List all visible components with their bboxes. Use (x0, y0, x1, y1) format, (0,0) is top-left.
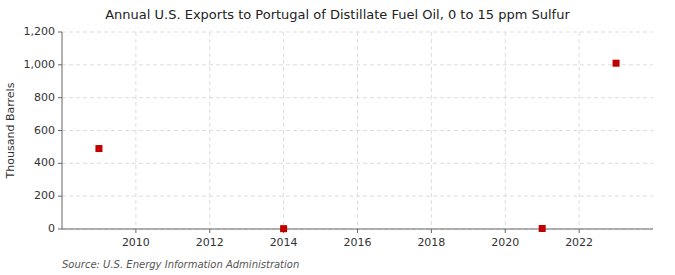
x-tick (431, 229, 432, 233)
axes: 0 200 400 600 800 1,000 1,200 2010 2012 2014 2016 2… (24, 25, 654, 249)
y-tick (58, 97, 62, 98)
x-axis-line (62, 229, 653, 230)
title: Annual U.S. Exports to Portugal of Disti… (105, 7, 570, 22)
x-tick-label: 2018 (417, 236, 445, 249)
x-tick-label: 2016 (344, 236, 372, 249)
x-tick-label: 2014 (270, 236, 298, 249)
points (95, 60, 619, 232)
x-tick (135, 229, 136, 233)
x-grid-line (579, 32, 580, 229)
x-tick-label: 2022 (565, 236, 593, 249)
x-tick-label: 2012 (196, 236, 224, 249)
y-tick (58, 32, 62, 33)
chart-svg: 0 200 400 600 800 1,000 1,200 2010 2012 2014 2016 2… (0, 0, 675, 275)
y-tick (58, 163, 62, 164)
x-tick-label: 2020 (491, 236, 519, 249)
y-grid-line (62, 163, 653, 164)
grid (62, 32, 653, 229)
source-note: Source: U.S. Energy Information Administ… (62, 259, 299, 270)
x-grid-line (283, 32, 284, 229)
x-tick (209, 229, 210, 233)
x-tick (357, 229, 358, 233)
y-tick-label: 1,200 (24, 25, 56, 38)
y-tick (58, 196, 62, 197)
x-grid-line (209, 32, 210, 229)
chart-container: 0 200 400 600 800 1,000 1,200 2010 2012 2014 2016 2… (0, 0, 675, 275)
x-grid-line (135, 32, 136, 229)
x-grid-line (431, 32, 432, 229)
x-tick (505, 229, 506, 233)
y-tick-label: 1,000 (24, 58, 56, 71)
y-tick-label: 800 (34, 91, 55, 104)
point (539, 225, 546, 232)
y-tick (58, 229, 62, 230)
y-grid-line (62, 229, 653, 230)
point (613, 60, 620, 67)
y-tick-label: 600 (34, 124, 55, 137)
y-tick (58, 64, 62, 65)
y-grid-line (62, 64, 653, 65)
point (280, 225, 287, 232)
y-axis-line (62, 32, 63, 229)
x-tick-label: 2010 (122, 236, 150, 249)
y-tick (58, 130, 62, 131)
x-grid-line (357, 32, 358, 229)
y-tick-label: 400 (34, 156, 55, 169)
y-tick-label: 200 (34, 189, 55, 202)
x-tick (579, 229, 580, 233)
x-grid-line (505, 32, 506, 229)
y-axis-label: Thousand Barrels (4, 82, 17, 179)
y-tick-label: 0 (48, 222, 55, 235)
point (95, 145, 102, 152)
